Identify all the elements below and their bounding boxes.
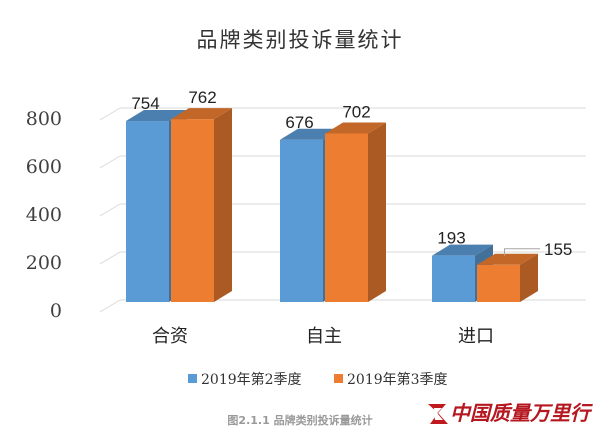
data-label: 702 bbox=[342, 103, 370, 122]
y-tick-label: 800 bbox=[26, 108, 62, 130]
legend-item: 2019年第3季度 bbox=[334, 371, 448, 388]
logo-mark bbox=[428, 404, 448, 424]
bar-top bbox=[432, 244, 493, 256]
bar-side bbox=[520, 253, 538, 302]
legend-swatch bbox=[334, 374, 343, 383]
x-tick-label: 合资 bbox=[152, 326, 188, 347]
figure-caption: 图2.1.1 品牌类别投诉量统计 bbox=[227, 413, 372, 427]
axes: 0 200 400 600 800 合资 自主 进口 bbox=[26, 108, 494, 347]
legend-label: 2019年第2季度 bbox=[201, 371, 302, 388]
y-tick-label: 0 bbox=[50, 300, 62, 322]
logo: 中国质量万里行 bbox=[428, 401, 593, 425]
bar-front bbox=[280, 139, 323, 302]
legend: 2019年第2季度 2019年第3季度 bbox=[188, 371, 448, 388]
bar-front bbox=[477, 264, 520, 302]
logo-text: 中国质量万里行 bbox=[450, 401, 593, 425]
gridline-diag bbox=[99, 203, 121, 217]
data-labels: 754 762 676 702 193 155 bbox=[131, 88, 572, 259]
bar-front bbox=[325, 133, 368, 302]
leader-line bbox=[504, 248, 540, 256]
legend-item: 2019年第2季度 bbox=[188, 371, 302, 388]
y-tick-label: 600 bbox=[26, 156, 62, 178]
x-tick-label: 自主 bbox=[306, 326, 342, 347]
data-label: 762 bbox=[188, 88, 216, 107]
bars bbox=[126, 108, 538, 303]
chart-title: 品牌类别投诉量统计 bbox=[197, 28, 404, 52]
data-label: 193 bbox=[437, 229, 465, 248]
legend-label: 2019年第3季度 bbox=[347, 371, 448, 388]
bar-front bbox=[171, 119, 214, 303]
bar-side bbox=[214, 108, 232, 303]
gridline-diag bbox=[99, 155, 121, 169]
bar-top bbox=[171, 108, 232, 120]
gridline-diag bbox=[99, 251, 121, 265]
x-tick-label: 进口 bbox=[458, 326, 494, 347]
bar bbox=[171, 108, 232, 303]
bar-top bbox=[325, 122, 386, 134]
bar-top bbox=[126, 110, 187, 122]
bar-top bbox=[477, 253, 538, 265]
gridline-diag bbox=[99, 107, 121, 121]
legend-swatch bbox=[188, 374, 197, 383]
y-tick-label: 400 bbox=[26, 204, 62, 226]
gridline-diag bbox=[99, 299, 121, 313]
bar-front bbox=[126, 121, 169, 302]
y-tick-label: 200 bbox=[26, 252, 62, 274]
bar bbox=[325, 122, 386, 303]
data-label: 754 bbox=[131, 94, 159, 113]
data-label: 155 bbox=[544, 240, 572, 259]
bar-front bbox=[432, 255, 475, 302]
data-label: 676 bbox=[285, 113, 313, 132]
bar bbox=[477, 253, 538, 302]
bar-side bbox=[368, 122, 386, 303]
